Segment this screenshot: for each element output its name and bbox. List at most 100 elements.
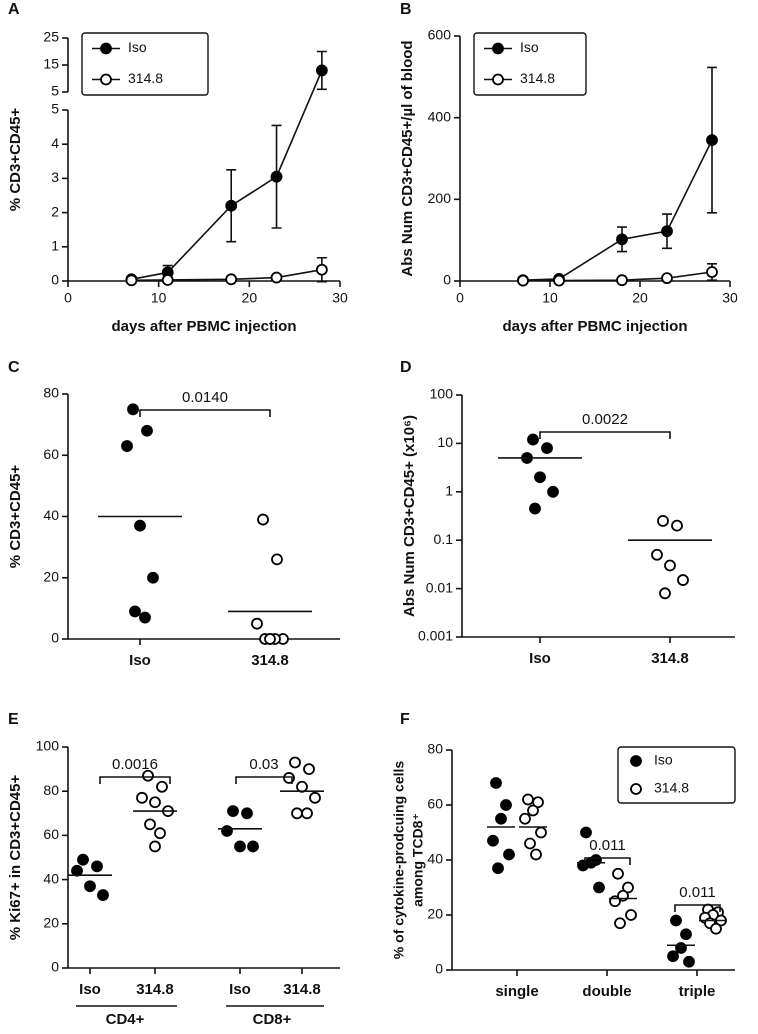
- data-point: [530, 848, 542, 861]
- x-tick-label: 30: [332, 290, 348, 306]
- significance-bracket: [235, 776, 293, 784]
- data-point: [289, 756, 301, 769]
- legend-box: [617, 746, 736, 804]
- data-point: [264, 633, 276, 645]
- panel-letter: B: [400, 1, 412, 18]
- y-tick-label: 40: [43, 870, 59, 886]
- data-point: [495, 812, 507, 825]
- data-point: [147, 571, 159, 584]
- data-point: [630, 783, 642, 795]
- x-tick-label: Iso: [529, 650, 551, 667]
- y-tick-label: 100: [36, 738, 60, 754]
- data-point: [710, 922, 722, 935]
- data-point: [129, 605, 141, 618]
- data-point: [144, 818, 156, 831]
- y-axis-label: Abs Num CD3+CD45+ (x10⁶): [401, 415, 418, 617]
- legend-label: Iso: [520, 39, 539, 55]
- y-tick-label: 20: [427, 906, 443, 922]
- legend-label: 314.8: [654, 780, 689, 796]
- y-tick-label: 1: [445, 483, 453, 499]
- data-point: [541, 442, 553, 454]
- p-value: 0.0022: [582, 411, 628, 428]
- data-point: [535, 826, 547, 839]
- group-label: CD4+: [106, 1011, 145, 1028]
- x-tick-label: 314.8: [251, 652, 289, 669]
- y-tick-label: 4: [51, 135, 59, 151]
- y-tick-label: 2: [51, 203, 59, 219]
- y-tick-label: 3: [51, 169, 59, 185]
- data-point: [291, 807, 303, 820]
- x-tick-label: Iso: [129, 652, 151, 669]
- panel-letter: E: [8, 711, 19, 728]
- data-point: [315, 263, 328, 276]
- data-point: [142, 769, 154, 782]
- data-point: [257, 513, 269, 526]
- y-tick-label: 25: [43, 29, 59, 45]
- data-point: [532, 796, 544, 809]
- p-value: 0.011: [589, 837, 625, 854]
- y-tick-label: 20: [43, 915, 59, 931]
- y-tick-label: 400: [428, 108, 452, 124]
- y-tick-label: 5: [51, 101, 59, 117]
- data-point: [303, 763, 315, 775]
- y-tick-label: 60: [427, 796, 443, 812]
- y-axis-label: % of cytokine-prodcuing cells: [391, 761, 407, 960]
- y-axis-label: % CD3+CD45+: [7, 465, 24, 569]
- p-value: 0.0140: [182, 389, 228, 406]
- data-point: [534, 471, 546, 484]
- x-tick-label: 314.8: [136, 981, 174, 998]
- significance-bracket: [139, 409, 271, 417]
- y-axis-label: among TCD8⁺: [410, 813, 426, 907]
- data-point: [616, 233, 628, 246]
- data-point: [612, 867, 624, 880]
- data-point: [139, 611, 151, 624]
- y-tick-label: 40: [43, 507, 59, 523]
- y-tick-label: 80: [43, 385, 59, 401]
- x-axis-label: days after PBMC injection: [111, 318, 296, 335]
- y-tick-label: 60: [43, 446, 59, 462]
- data-point: [125, 274, 138, 287]
- legend-label: 314.8: [128, 70, 163, 86]
- y-axis-label: Abs Num CD3+CD45+/µl of blood: [399, 40, 416, 276]
- panel-letter: F: [400, 711, 410, 728]
- y-tick-label: 100: [430, 386, 454, 402]
- data-point: [134, 519, 146, 532]
- legend-label: 314.8: [520, 70, 555, 86]
- panel-letter: D: [400, 359, 412, 376]
- x-tick-label: 10: [542, 290, 558, 306]
- data-point: [309, 791, 321, 804]
- data-point: [154, 827, 166, 840]
- y-axis-label: % CD3+CD45+: [7, 108, 24, 212]
- data-point: [492, 73, 504, 86]
- data-point: [149, 796, 161, 809]
- data-point: [100, 73, 112, 86]
- x-tick-label: Iso: [229, 981, 251, 998]
- data-point: [225, 199, 238, 212]
- data-point: [547, 485, 559, 498]
- data-point: [657, 515, 669, 527]
- data-point: [580, 826, 592, 839]
- y-tick-label: 200: [428, 190, 452, 206]
- legend-label: Iso: [654, 752, 673, 768]
- data-point: [490, 777, 502, 789]
- y-tick-label: 20: [43, 568, 59, 584]
- y-tick-label: 5: [51, 83, 59, 99]
- data-point: [97, 889, 109, 901]
- series-line: [131, 70, 323, 281]
- x-tick-label: 30: [722, 290, 738, 306]
- data-point: [706, 266, 718, 278]
- data-point: [251, 617, 263, 630]
- group-label: CD8+: [253, 1011, 292, 1028]
- data-point: [616, 274, 628, 287]
- y-tick-label: 40: [427, 851, 443, 867]
- data-point: [664, 559, 676, 572]
- data-point: [519, 812, 531, 825]
- y-tick-label: 0.1: [434, 531, 454, 547]
- data-point: [270, 271, 283, 284]
- data-point: [247, 840, 259, 853]
- data-point: [492, 42, 504, 55]
- data-point: [622, 881, 634, 894]
- data-point: [522, 793, 534, 806]
- data-point: [661, 272, 673, 285]
